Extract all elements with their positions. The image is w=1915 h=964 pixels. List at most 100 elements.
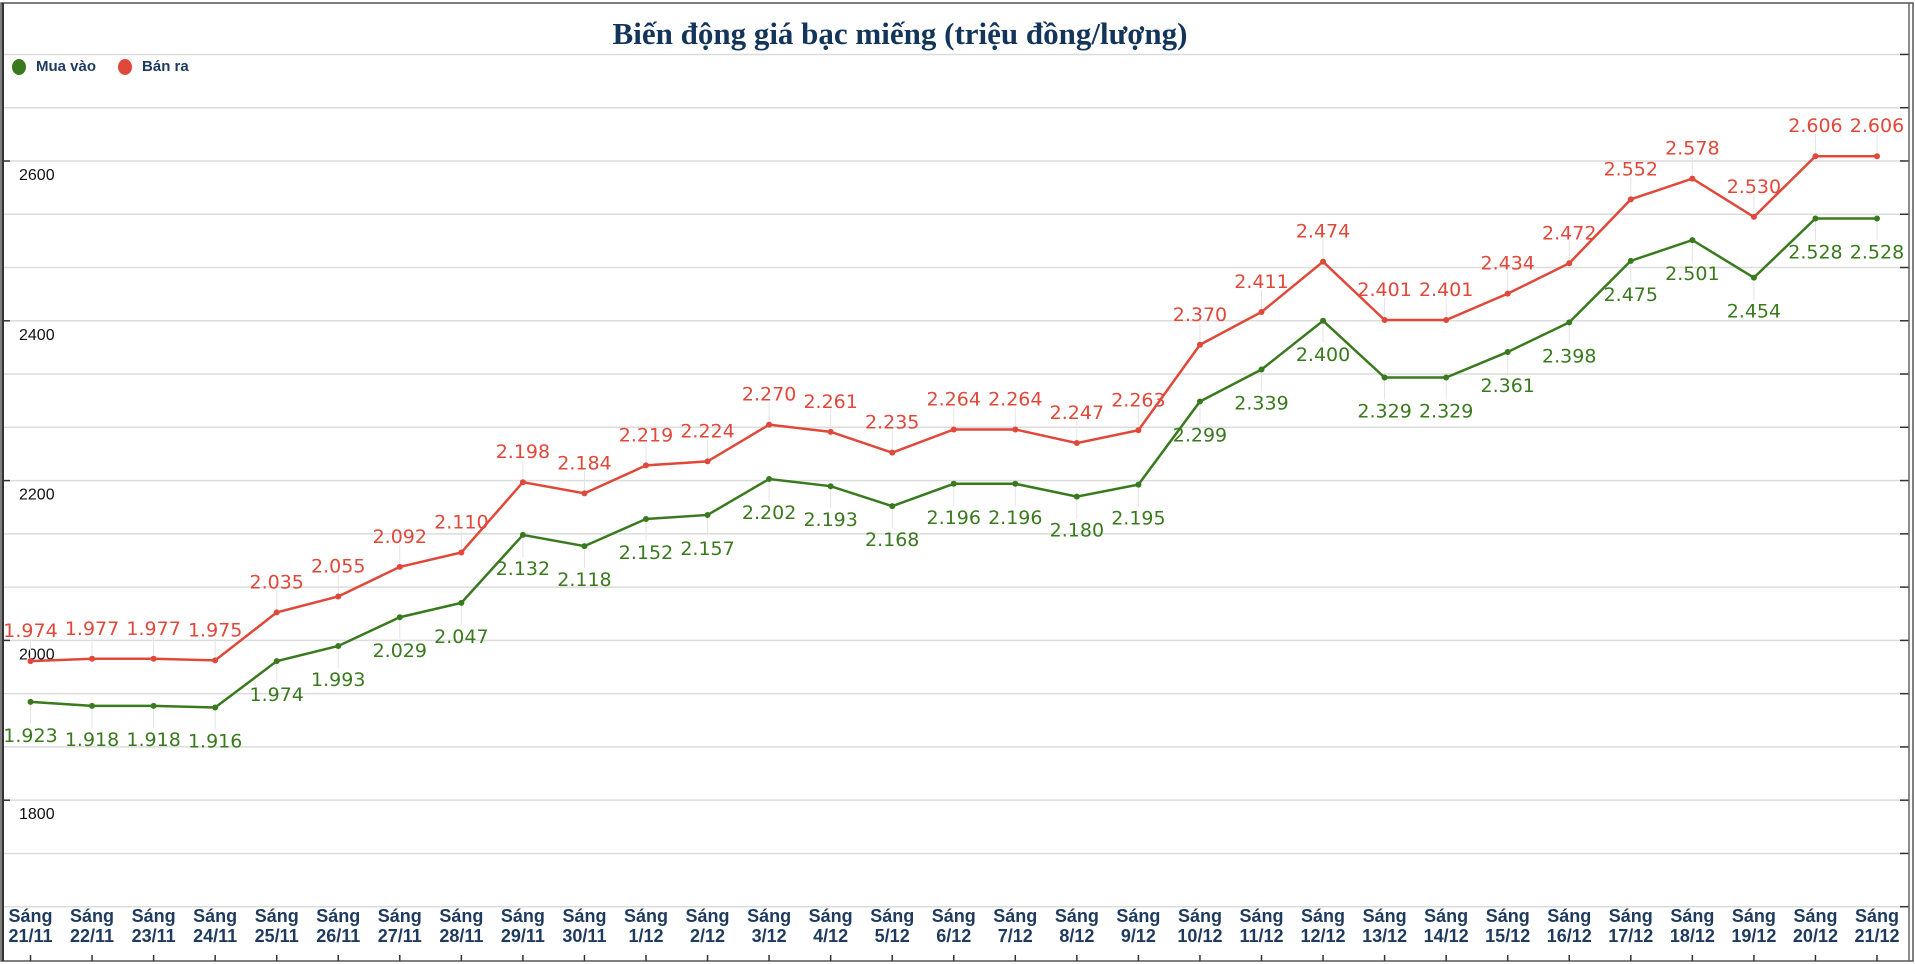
data-point bbox=[458, 599, 465, 606]
x-tick-label: Sáng 16/12 bbox=[1547, 906, 1592, 946]
data-label: 2.029 bbox=[373, 640, 427, 662]
y-tick-label: 2000 bbox=[19, 646, 55, 663]
data-label: 2.472 bbox=[1542, 222, 1596, 244]
data-label: 1.977 bbox=[126, 618, 180, 640]
x-tick-label: Sáng 22/11 bbox=[70, 906, 114, 946]
data-label: 2.411 bbox=[1234, 271, 1288, 293]
data-label: 2.118 bbox=[557, 569, 611, 591]
data-point bbox=[273, 658, 280, 665]
data-label: 2.606 bbox=[1850, 115, 1904, 137]
x-tick-label: Sáng 25/11 bbox=[255, 906, 299, 946]
data-label: 2.219 bbox=[619, 424, 673, 446]
data-label: 2.361 bbox=[1480, 375, 1534, 397]
legend: Mua vào Bán ra bbox=[12, 58, 189, 75]
data-label: 2.224 bbox=[680, 420, 734, 442]
data-label: 2.180 bbox=[1050, 520, 1104, 542]
data-point bbox=[766, 476, 773, 483]
data-point bbox=[89, 702, 96, 709]
data-point bbox=[1874, 215, 1880, 222]
x-tick-label: Sáng 7/12 bbox=[993, 906, 1037, 946]
x-tick-label: Sáng 28/11 bbox=[439, 906, 483, 946]
legend-item-sell[interactable]: Bán ra bbox=[118, 58, 189, 75]
data-label: 2.110 bbox=[434, 512, 488, 534]
y-tick-label: 2600 bbox=[19, 167, 55, 184]
data-label: 2.299 bbox=[1173, 424, 1227, 446]
data-label: 2.400 bbox=[1296, 344, 1350, 366]
data-point bbox=[889, 503, 896, 510]
x-tick-label: Sáng 18/12 bbox=[1670, 906, 1715, 946]
data-label: 2.270 bbox=[742, 384, 796, 406]
x-tick-label: Sáng 15/12 bbox=[1485, 906, 1530, 946]
data-point bbox=[396, 614, 403, 621]
x-tick-label: Sáng 6/12 bbox=[932, 906, 976, 946]
data-label: 2.475 bbox=[1604, 284, 1658, 306]
data-point bbox=[1874, 153, 1880, 160]
data-label: 2.263 bbox=[1111, 389, 1165, 411]
data-label: 2.152 bbox=[619, 542, 673, 564]
data-label: 1.975 bbox=[188, 619, 242, 641]
x-tick-label: Sáng 27/11 bbox=[378, 906, 422, 946]
data-point bbox=[1750, 274, 1757, 281]
data-label: 2.501 bbox=[1665, 263, 1719, 285]
data-label: 2.264 bbox=[927, 388, 981, 410]
data-label: 2.329 bbox=[1357, 401, 1411, 423]
data-point bbox=[1073, 440, 1080, 447]
data-point bbox=[212, 704, 219, 711]
data-point bbox=[704, 458, 711, 465]
data-label: 2.247 bbox=[1050, 402, 1104, 424]
data-label: 1.918 bbox=[126, 729, 180, 751]
data-point bbox=[273, 609, 280, 616]
data-point bbox=[458, 549, 465, 556]
data-label: 1.977 bbox=[65, 618, 119, 640]
data-label: 2.047 bbox=[434, 626, 488, 648]
data-label: 2.195 bbox=[1111, 508, 1165, 530]
data-label: 2.264 bbox=[988, 388, 1042, 410]
data-label: 1.918 bbox=[65, 729, 119, 751]
legend-item-buy[interactable]: Mua vào bbox=[12, 58, 96, 75]
data-label: 2.398 bbox=[1542, 345, 1596, 367]
data-point bbox=[1320, 258, 1327, 265]
data-point bbox=[1320, 317, 1327, 324]
series-sell: 1.974 1.977 1.977 1.975 2.035 2.055 2.092 2.110… bbox=[3, 115, 1904, 665]
data-point bbox=[1443, 317, 1450, 324]
data-point bbox=[1012, 480, 1019, 487]
data-point bbox=[1196, 341, 1203, 348]
data-label: 2.202 bbox=[742, 502, 796, 524]
data-point bbox=[1504, 348, 1511, 355]
x-tick-label: Sáng 3/12 bbox=[747, 906, 791, 946]
data-label: 2.528 bbox=[1850, 242, 1904, 264]
data-label: 2.401 bbox=[1357, 279, 1411, 301]
data-point bbox=[1258, 309, 1265, 316]
data-point bbox=[643, 515, 649, 522]
data-label: 2.370 bbox=[1173, 304, 1227, 326]
x-tick-label: Sáng 21/12 bbox=[1854, 906, 1899, 946]
data-label: 2.196 bbox=[927, 507, 981, 529]
y-tick-label: 2200 bbox=[19, 487, 55, 504]
data-label: 2.454 bbox=[1727, 301, 1781, 323]
x-tick-label: Sáng 13/12 bbox=[1362, 906, 1407, 946]
x-tick-label: Sáng 23/11 bbox=[132, 906, 176, 946]
data-point bbox=[335, 642, 342, 649]
data-point bbox=[704, 511, 711, 518]
data-point bbox=[950, 480, 957, 487]
data-label: 2.434 bbox=[1480, 253, 1534, 275]
data-point bbox=[89, 655, 96, 662]
x-tick-label: Sáng 19/12 bbox=[1731, 906, 1776, 946]
x-tick-label: Sáng 29/11 bbox=[501, 906, 545, 946]
data-point bbox=[1750, 213, 1757, 220]
legend-marker-buy bbox=[12, 58, 26, 75]
data-point bbox=[1381, 317, 1388, 324]
data-point bbox=[581, 490, 588, 497]
data-point bbox=[27, 658, 34, 665]
x-tick-label: Sáng 10/12 bbox=[1177, 906, 1222, 946]
data-point bbox=[827, 483, 834, 490]
data-label: 1.916 bbox=[188, 731, 242, 753]
x-tick-label: Sáng 4/12 bbox=[809, 906, 853, 946]
data-point bbox=[335, 593, 342, 600]
data-point bbox=[1566, 319, 1573, 326]
x-tick-label: Sáng 30/11 bbox=[562, 906, 606, 946]
data-label: 2.530 bbox=[1727, 176, 1781, 198]
data-point bbox=[1135, 481, 1142, 488]
data-label: 2.035 bbox=[249, 571, 303, 593]
